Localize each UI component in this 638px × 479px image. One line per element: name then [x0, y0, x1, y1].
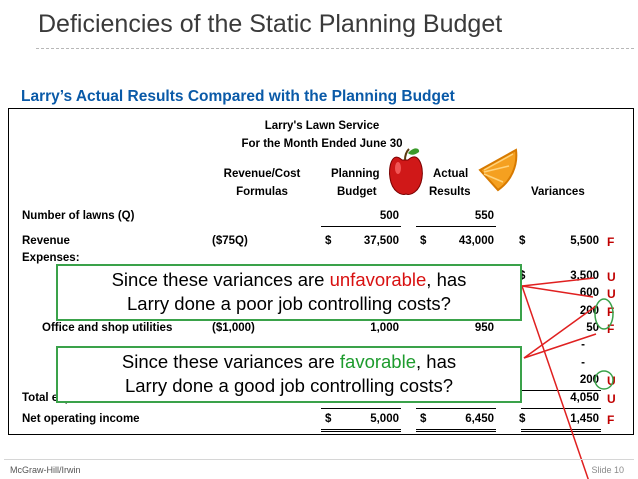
row-exp1-variance: 3,500 [570, 270, 599, 282]
underline-planning-total [321, 408, 401, 409]
row-exp3-variance: 200 [579, 305, 599, 317]
currency-symbol: $ [420, 413, 427, 425]
unfavorable-callout-line1: Since these variances are unfavorable, h… [58, 268, 520, 292]
callout-text: Since these variances are [121, 351, 340, 372]
row-exp5-variance: - [581, 339, 585, 351]
row-exp6-variance: - [581, 357, 585, 369]
row-revenue-actual: 43,000 [458, 235, 494, 247]
double-underline-planning [321, 429, 401, 432]
underline-planning-lawns [321, 226, 401, 227]
callout-text: Since these variances are [111, 269, 330, 290]
row-revenue-formula: ($75Q) [212, 235, 248, 247]
row-exp7-flag: U [607, 374, 616, 388]
row-exp1-flag: U [607, 270, 616, 284]
underline-variance-expenses [521, 390, 601, 391]
unfavorable-word: unfavorable [329, 269, 427, 290]
header-variances: Variances [531, 186, 585, 198]
double-underline-variance [521, 429, 601, 432]
unfavorable-callout-line2: Larry done a poor job controlling costs? [127, 293, 451, 314]
row-lawns-planning: 500 [379, 210, 399, 222]
unfavorable-callout: Since these variances are unfavorable, h… [56, 264, 522, 321]
favorable-word: favorable [339, 351, 416, 372]
row-noi-label: Net operating income [22, 413, 140, 425]
slide-number: Slide 10 [591, 465, 624, 475]
row-total-variance: 4,050 [570, 392, 599, 404]
row-utilities-actual: 950 [474, 322, 494, 334]
header-formula-2: Formulas [236, 186, 288, 198]
underline-actual-lawns [416, 226, 496, 227]
header-planning-1: Planning [331, 168, 380, 180]
row-lawns-label: Number of lawns (Q) [22, 210, 135, 222]
row-noi-variance: 1,450 [570, 413, 599, 425]
currency-symbol: $ [420, 235, 427, 247]
callout-text: , has [416, 351, 457, 372]
company-name: Larry's Lawn Service [264, 120, 380, 132]
underline-variance-total [521, 408, 601, 409]
footer-rule [4, 459, 634, 460]
report-period: For the Month Ended June 30 [241, 138, 403, 150]
slide-subtitle: Larry’s Actual Results Compared with the… [21, 88, 455, 105]
currency-symbol: $ [325, 413, 332, 425]
row-revenue-flag: F [607, 235, 615, 249]
currency-symbol: $ [519, 413, 526, 425]
row-utilities-label: Office and shop utilities [42, 322, 173, 334]
row-revenue-variance: 5,500 [570, 235, 599, 247]
callout-text: , has [426, 269, 467, 290]
favorable-callout: Since these variances are favorable, has… [56, 346, 522, 403]
row-noi-flag: F [607, 413, 615, 427]
row-exp7-variance: 200 [579, 374, 599, 386]
row-total-flag: U [607, 392, 616, 406]
row-exp2-variance: 600 [579, 287, 599, 299]
header-actual-2: Results [429, 186, 471, 198]
row-utilities-flag: F [607, 322, 615, 336]
favorable-callout-line2: Larry done a good job controlling costs? [124, 375, 454, 396]
row-noi-planning: 5,000 [370, 413, 399, 425]
row-utilities-formula: ($1,000) [212, 322, 255, 334]
expenses-label: Expenses: [22, 252, 80, 264]
row-revenue-planning: 37,500 [363, 235, 399, 247]
row-revenue-label: Revenue [22, 235, 70, 247]
row-utilities-planning: 1,000 [370, 322, 399, 334]
footer-publisher: McGraw-Hill/Irwin [10, 465, 81, 475]
currency-symbol: $ [519, 235, 526, 247]
row-exp2-flag: U [607, 287, 616, 301]
title-rule [36, 48, 634, 49]
header-actual-1: Actual [433, 168, 469, 180]
row-noi-actual: 6,450 [465, 413, 494, 425]
row-exp3-flag: F [607, 305, 615, 319]
underline-actual-total [416, 408, 496, 409]
row-lawns-actual: 550 [474, 210, 494, 222]
currency-symbol: $ [519, 270, 526, 282]
favorable-callout-line1: Since these variances are favorable, has [58, 350, 520, 374]
header-planning-2: Budget [337, 186, 377, 198]
double-underline-actual [416, 429, 496, 432]
currency-symbol: $ [325, 235, 332, 247]
row-utilities-variance: 50 [586, 322, 599, 334]
header-formula-1: Revenue/Cost [223, 168, 301, 180]
slide-title: Deficiencies of the Static Planning Budg… [38, 10, 503, 38]
